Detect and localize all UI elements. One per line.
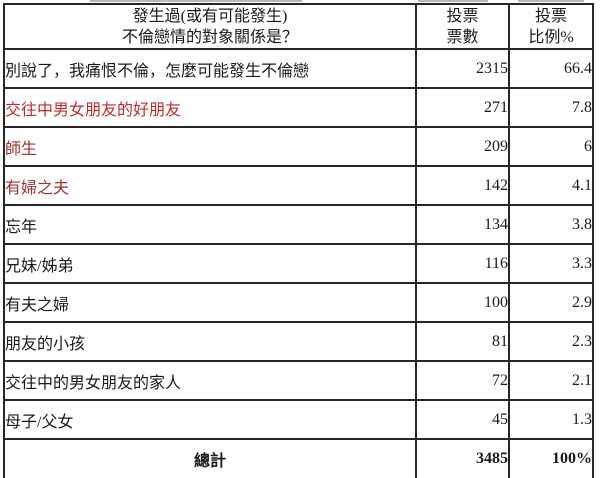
table-row: 交往中男女朋友的好朋友 271 7.8 (3, 87, 594, 128)
vote-count: 209 (415, 126, 510, 167)
vote-count: 2315 (415, 48, 510, 89)
relation-label: 母子/父女 (3, 399, 417, 440)
question-line-2: 不倫戀情的對象關係是？ (121, 28, 298, 46)
vote-percent: 2.3 (508, 321, 594, 362)
table-row: 別說了，我痛恨不倫，怎麼可能發生不倫戀 2315 66.4 (3, 48, 594, 89)
percent-header-line-2: 比例% (528, 28, 574, 46)
vote-count: 100 (415, 282, 510, 323)
vote-percent: 6 (508, 126, 594, 167)
vote-count: 72 (415, 360, 510, 401)
table-row: 有婦之夫 142 4.1 (3, 165, 594, 206)
vote-count: 45 (415, 399, 510, 440)
table-row: 朋友的小孩 81 2.3 (3, 321, 594, 362)
relation-label: 兄妹/姊弟 (3, 243, 417, 284)
total-votes: 3485 (415, 438, 510, 478)
relation-label: 別說了，我痛恨不倫，怎麼可能發生不倫戀 (3, 48, 417, 89)
cropped-content-artifact (518, 0, 584, 2)
cropped-content-artifact (90, 0, 302, 2)
table-row: 有夫之婦 100 2.9 (3, 282, 594, 323)
relation-label: 有夫之婦 (3, 282, 417, 323)
vote-percent: 2.9 (508, 282, 594, 323)
table-row: 兄妹/姊弟 116 3.3 (3, 243, 594, 284)
vote-percent: 3.8 (508, 204, 594, 245)
table-row: 母子/父女 45 1.3 (3, 399, 594, 440)
cropped-content-artifact (418, 0, 488, 2)
vote-percent: 66.4 (508, 48, 594, 89)
vote-percent: 2.1 (508, 360, 594, 401)
vote-count: 116 (415, 243, 510, 284)
total-label: 總計 (3, 438, 417, 478)
percent-header-cell: 投票 比例% (508, 3, 594, 50)
percent-header-line-1: 投票 (534, 7, 567, 25)
votes-header-line-1: 投票 (446, 7, 479, 25)
vote-percent: 7.8 (508, 87, 594, 128)
vote-count: 271 (415, 87, 510, 128)
relation-label: 交往中的男女朋友的家人 (3, 360, 417, 401)
total-percent: 100% (508, 438, 594, 478)
vote-percent: 1.3 (508, 399, 594, 440)
table-body: 別說了，我痛恨不倫，怎麼可能發生不倫戀 2315 66.4 交往中男女朋友的好朋友 27… (3, 48, 594, 440)
relation-label: 朋友的小孩 (3, 321, 417, 362)
total-row: 總計 3485 100% (3, 438, 594, 478)
relation-label: 有婦之夫 (3, 165, 417, 206)
table-row: 忘年 134 3.8 (3, 204, 594, 245)
vote-percent: 3.3 (508, 243, 594, 284)
relation-label: 忘年 (3, 204, 417, 245)
table-row: 師生 209 6 (3, 126, 594, 167)
votes-header-line-2: 票數 (446, 28, 479, 46)
question-line-1: 發生過(或有可能發生) (132, 7, 288, 25)
vote-count: 142 (415, 165, 510, 206)
relation-label: 交往中男女朋友的好朋友 (3, 87, 417, 128)
vote-percent: 4.1 (508, 165, 594, 206)
vote-count: 81 (415, 321, 510, 362)
question-header-cell: 發生過(或有可能發生) 不倫戀情的對象關係是？ (3, 3, 417, 50)
table-header-row: 發生過(或有可能發生) 不倫戀情的對象關係是？ 投票 票數 投票 比例% (3, 3, 594, 50)
poll-results-table: 發生過(或有可能發生) 不倫戀情的對象關係是？ 投票 票數 投票 比例% 別說了… (3, 3, 594, 478)
vote-count: 134 (415, 204, 510, 245)
table-row: 交往中的男女朋友的家人 72 2.1 (3, 360, 594, 401)
votes-header-cell: 投票 票數 (415, 3, 510, 50)
relation-label: 師生 (3, 126, 417, 167)
